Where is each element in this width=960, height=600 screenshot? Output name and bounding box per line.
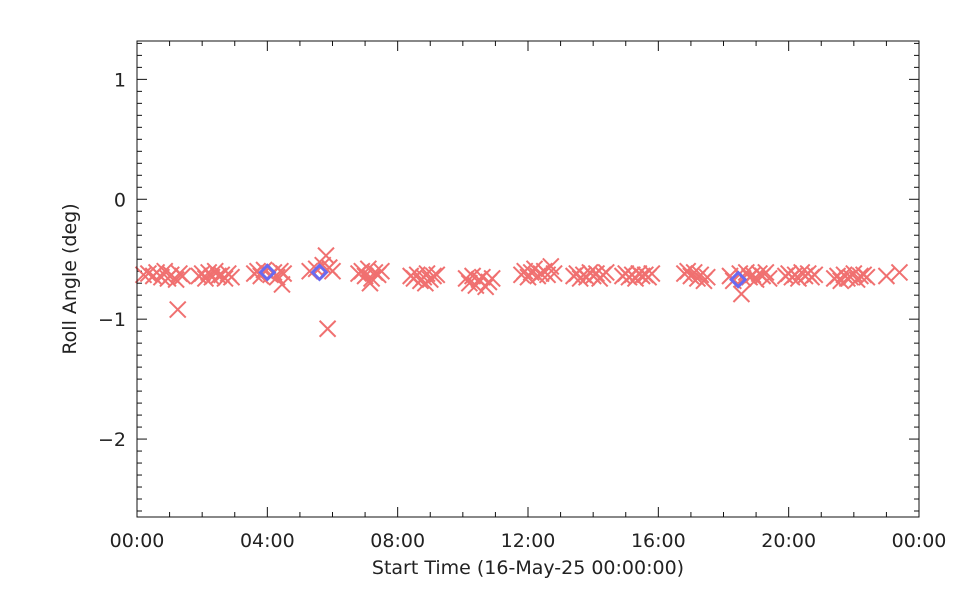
x-marker-stroke	[361, 274, 379, 292]
x-marker-stroke	[216, 269, 234, 288]
x-marker-point	[173, 267, 192, 285]
x-marker-point	[597, 263, 615, 282]
x-marker-point	[732, 285, 751, 303]
x-marker-point	[633, 267, 651, 285]
x-marker-stroke	[633, 267, 651, 285]
x-tick-labels: 00:00 04:00 08:00 12:00 16:00 20:00 00:00	[110, 530, 947, 552]
x-marker-point	[678, 262, 697, 280]
x-marker-stroke	[678, 262, 697, 280]
x-marker-stroke	[483, 269, 501, 288]
x-marker-stroke	[691, 266, 710, 284]
x-marker-stroke	[890, 263, 909, 282]
x-marker-stroke	[525, 260, 544, 278]
x-axis-label: Start Time (16-May-25 00:00:00)	[372, 557, 684, 579]
x-marker-stroke	[416, 274, 435, 292]
x-marker-stroke	[193, 264, 211, 283]
x-marker-stroke	[806, 266, 824, 284]
y-tick-label: 1	[114, 69, 126, 91]
y-tick-label: −1	[98, 309, 126, 331]
x-marker-point	[323, 262, 342, 280]
x-tick-label: 20:00	[761, 530, 816, 552]
x-tick-label: 04:00	[240, 530, 295, 552]
x-marker-point	[216, 269, 234, 288]
x-tick-label: 00:00	[110, 530, 165, 552]
x-marker-point	[314, 256, 332, 274]
y-tick-labels: 1 0 −1 −2	[98, 69, 126, 451]
x-marker-stroke	[568, 264, 586, 283]
x-marker-stroke	[877, 267, 896, 285]
diamond-marker-point	[258, 263, 277, 282]
x-marker-stroke	[545, 264, 563, 283]
x-marker-point	[476, 278, 495, 296]
diamond-marker-point	[310, 263, 329, 282]
x-marker-stroke	[169, 300, 187, 319]
x-marker-stroke	[597, 263, 615, 282]
x-marker-point	[643, 264, 661, 283]
x-marker-stroke	[323, 262, 342, 280]
x-marker-stroke	[173, 267, 192, 285]
x-marker-stroke	[463, 267, 482, 285]
x-marker-stroke	[428, 266, 446, 284]
x-marker-point	[317, 246, 335, 265]
x-marker-stroke	[134, 266, 153, 284]
y-tick-label: 0	[114, 189, 126, 211]
x-tick-label: 12:00	[501, 530, 556, 552]
x-marker-stroke	[274, 264, 293, 283]
x-marker-point	[222, 268, 241, 286]
x-marker-point	[428, 266, 446, 284]
x-marker-point	[877, 267, 896, 285]
x-marker-stroke	[300, 262, 319, 280]
plot-frame	[136, 40, 920, 518]
x-marker-stroke	[760, 269, 778, 288]
x-marker-stroke	[476, 278, 495, 296]
x-marker-point	[806, 266, 824, 284]
x-marker-stroke	[858, 268, 876, 286]
x-marker-point	[858, 268, 876, 286]
axis-ticks	[136, 41, 920, 517]
x-marker-stroke	[698, 268, 716, 286]
x-tick-label: 00:00	[892, 530, 947, 552]
x-marker-stroke	[222, 268, 241, 286]
x-tick-label: 16:00	[631, 530, 686, 552]
x-tick-label: 08:00	[370, 530, 425, 552]
x-marker-point	[545, 264, 563, 283]
x-marker-point	[416, 274, 435, 292]
x-marker-point	[698, 268, 716, 286]
y-tick-label: −2	[98, 429, 126, 451]
x-marker-stroke	[155, 262, 174, 280]
x-marker-point	[851, 267, 870, 285]
x-marker-stroke	[273, 275, 291, 294]
diamond-marker-point	[729, 270, 748, 289]
x-marker-stroke	[685, 263, 703, 282]
x-marker-point	[483, 269, 501, 288]
data-points	[134, 246, 909, 338]
x-marker-stroke	[318, 320, 337, 338]
x-marker-stroke	[643, 264, 661, 283]
x-marker-stroke	[757, 263, 775, 282]
x-marker-stroke	[473, 268, 492, 286]
x-marker-stroke	[845, 264, 863, 283]
x-marker-stroke	[542, 257, 560, 276]
x-marker-stroke	[317, 246, 335, 265]
x-marker-stroke	[248, 262, 267, 280]
x-marker-stroke	[851, 267, 870, 285]
x-marker-point	[273, 275, 291, 294]
x-marker-point	[274, 264, 293, 283]
x-marker-point	[318, 320, 337, 338]
x-marker-stroke	[626, 269, 645, 288]
x-marker-point	[169, 300, 187, 319]
x-marker-point	[760, 269, 778, 288]
x-marker-point	[361, 274, 379, 292]
x-marker-stroke	[744, 266, 762, 284]
x-marker-point	[890, 263, 909, 282]
x-marker-stroke	[732, 285, 751, 303]
y-axis-label: Roll Angle (deg)	[59, 203, 81, 354]
x-marker-stroke	[314, 256, 332, 274]
x-marker-stroke	[516, 262, 534, 280]
